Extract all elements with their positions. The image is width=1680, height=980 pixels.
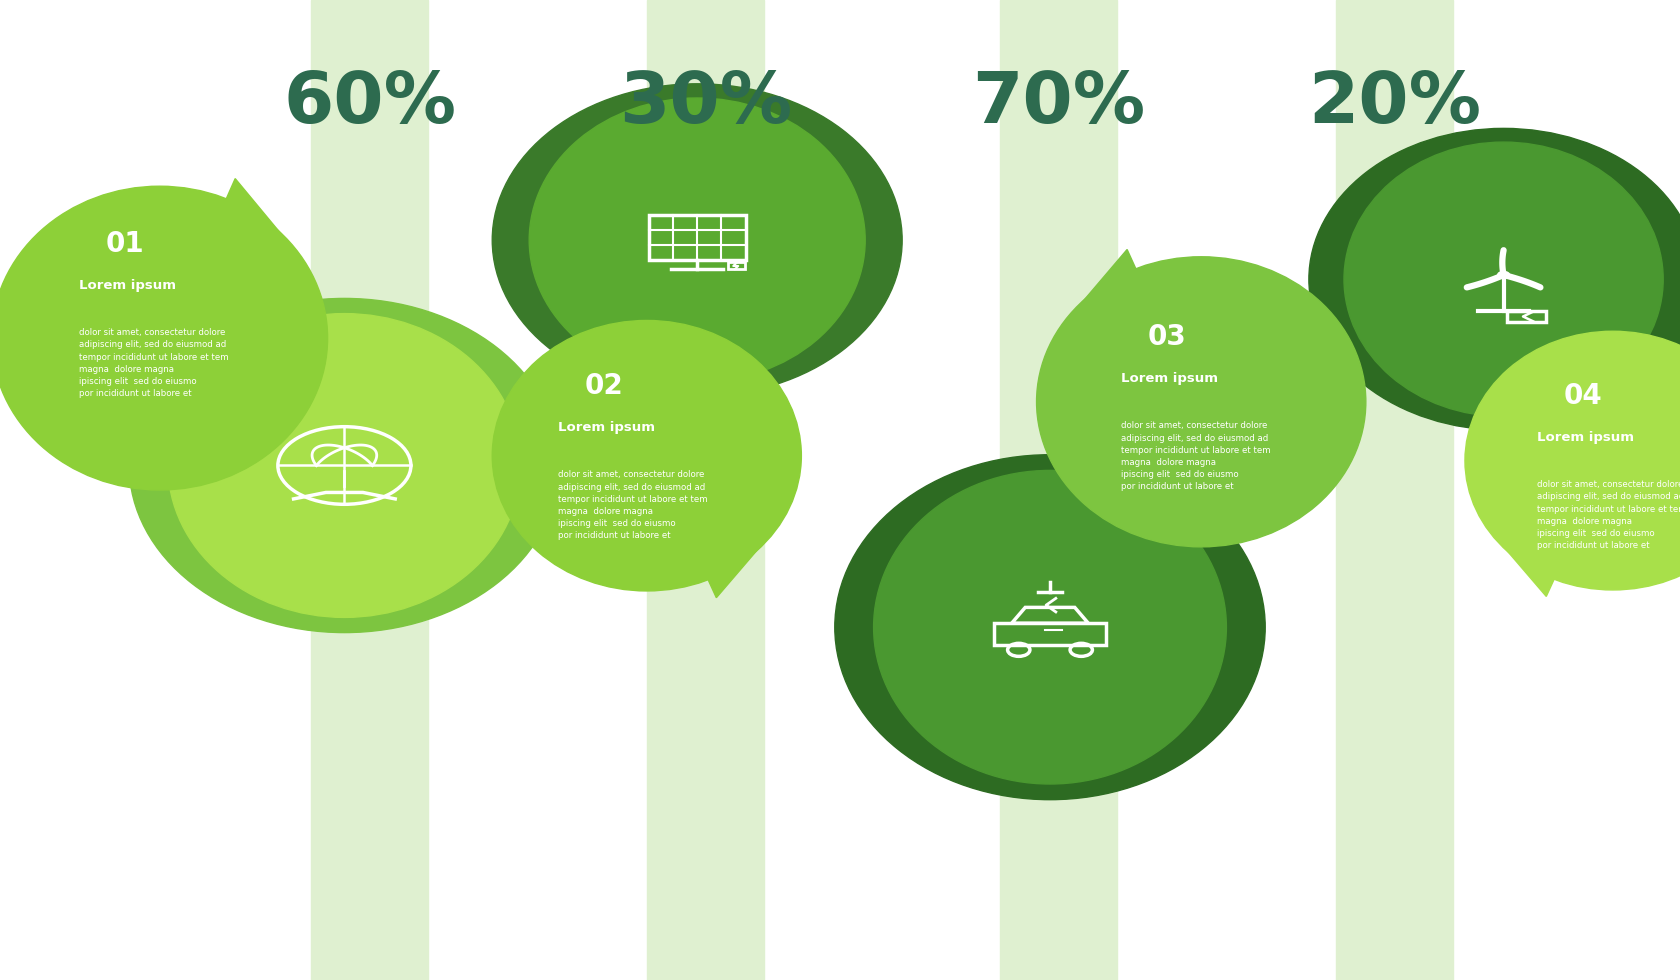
Text: 03: 03: [1147, 323, 1186, 352]
Polygon shape: [1079, 250, 1159, 322]
Ellipse shape: [492, 83, 902, 397]
Text: Lorem ipsum: Lorem ipsum: [1537, 431, 1635, 444]
Text: dolor sit amet, consectetur dolore
adipiscing elit, sed do eiusmod ad
tempor inc: dolor sit amet, consectetur dolore adipi…: [1537, 480, 1680, 550]
Ellipse shape: [1309, 128, 1680, 430]
Polygon shape: [202, 178, 286, 255]
Text: 20%: 20%: [1309, 69, 1480, 137]
Bar: [1000, 0, 1117, 980]
Ellipse shape: [129, 298, 559, 633]
Bar: [1336, 0, 1453, 980]
Text: 04: 04: [1564, 382, 1603, 411]
Ellipse shape: [492, 320, 801, 591]
Polygon shape: [685, 530, 763, 598]
Text: 30%: 30%: [618, 69, 793, 137]
Ellipse shape: [835, 455, 1265, 800]
Text: dolor sit amet, consectetur dolore
adipiscing elit, sed do eiusmod ad
tempor inc: dolor sit amet, consectetur dolore adipi…: [79, 328, 228, 398]
Ellipse shape: [1465, 331, 1680, 590]
Ellipse shape: [0, 186, 328, 490]
Bar: [311, 0, 428, 980]
Ellipse shape: [529, 98, 865, 382]
Circle shape: [1497, 271, 1510, 278]
Bar: [647, 0, 764, 980]
Bar: [727, 263, 744, 270]
Text: Lorem ipsum: Lorem ipsum: [79, 279, 176, 292]
Text: 02: 02: [585, 372, 623, 401]
Text: dolor sit amet, consectetur dolore
adipiscing elit, sed do eiusmod ad
tempor inc: dolor sit amet, consectetur dolore adipi…: [1121, 421, 1270, 491]
Text: 60%: 60%: [284, 69, 455, 137]
Bar: [1507, 311, 1546, 322]
Ellipse shape: [874, 470, 1226, 784]
Text: Lorem ipsum: Lorem ipsum: [1121, 372, 1218, 385]
Text: 01: 01: [106, 230, 144, 259]
Polygon shape: [1502, 532, 1576, 597]
Text: dolor sit amet, consectetur dolore
adipiscing elit, sed do eiusmod ad
tempor inc: dolor sit amet, consectetur dolore adipi…: [558, 470, 707, 540]
Ellipse shape: [168, 314, 521, 617]
Text: 70%: 70%: [971, 69, 1146, 137]
Ellipse shape: [1037, 257, 1366, 547]
Bar: [648, 216, 746, 260]
Ellipse shape: [1344, 142, 1663, 416]
Bar: [995, 623, 1105, 645]
Text: Lorem ipsum: Lorem ipsum: [558, 421, 655, 434]
